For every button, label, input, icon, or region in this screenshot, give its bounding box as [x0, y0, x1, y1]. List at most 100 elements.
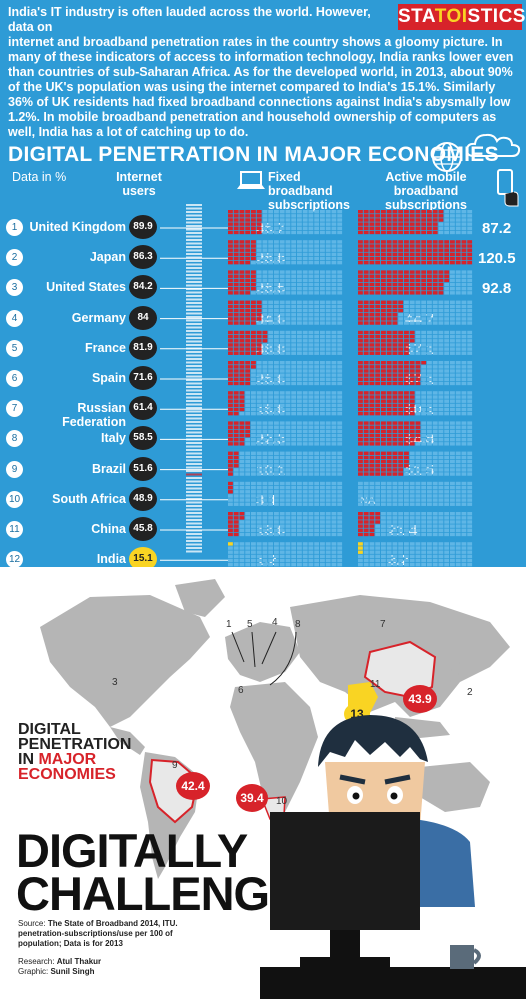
grid-cell-filled: [363, 520, 369, 524]
chart-panel: India's IT industry is often lauded acro…: [0, 0, 526, 572]
grid-cell-filled: [369, 395, 375, 399]
grid-cell-empty: [404, 554, 409, 559]
grid-cell-empty: [325, 260, 331, 265]
grid-cell-empty: [331, 270, 337, 274]
grid-cell-empty: [404, 542, 409, 546]
grid-cell-empty: [314, 313, 320, 317]
grid-cell-filled: [251, 313, 256, 317]
grid-cell-filled: [233, 317, 239, 321]
grid-cell-empty: [337, 291, 343, 295]
grid-cell-filled: [363, 334, 369, 339]
grid-cell-empty: [455, 438, 461, 442]
grid-cell-filled: [358, 520, 363, 524]
grid-cell-empty: [337, 403, 343, 408]
stack-bar: [186, 288, 202, 290]
grid-cell-empty: [427, 550, 432, 554]
chart-title: DIGITAL PENETRATION IN MAJOR ECONOMIES: [8, 143, 499, 166]
grid-cell-empty: [337, 490, 343, 494]
stack-bar: [186, 326, 202, 329]
grid-cell-filled: [245, 369, 251, 373]
grid-cell-empty: [467, 313, 473, 317]
grid-cell-filled: [392, 330, 398, 335]
grid-cell-filled: [392, 218, 398, 222]
grid-cell-filled: [450, 260, 455, 265]
grid-cell-empty: [409, 459, 415, 464]
grid-cell-filled: [415, 365, 421, 369]
grid-cell-empty: [467, 381, 473, 386]
logo-post: STICS: [467, 6, 526, 27]
grid-cell-empty: [409, 546, 415, 550]
grid-cell-empty: [421, 403, 427, 408]
grid-cell-empty: [256, 512, 262, 516]
grid-cell-empty: [450, 351, 455, 355]
grid-cell-empty: [409, 520, 415, 524]
grid-cell-empty: [268, 532, 274, 537]
grid-cell-empty: [438, 459, 444, 464]
grid-cell-empty: [427, 494, 432, 498]
grid-cell-empty: [314, 339, 320, 343]
grid-cell-empty: [337, 351, 343, 355]
grid-cell-empty: [409, 464, 415, 468]
stack-bar: [186, 274, 202, 276]
grid-cell-empty: [262, 502, 268, 506]
grid-cell-empty: [279, 542, 285, 546]
grid-cell-empty: [308, 421, 314, 425]
grid-cell-filled: [363, 308, 369, 313]
grid-cell-empty: [314, 407, 320, 412]
grid-cell-empty: [279, 240, 285, 244]
grid-cell-empty: [308, 282, 314, 287]
grid-cell-filled: [386, 282, 392, 287]
grid-cell-filled: [375, 429, 381, 434]
grid-cell-empty: [331, 381, 337, 386]
grid-cell-empty: [314, 334, 320, 339]
grid-cell-filled: [381, 287, 386, 291]
grid-cell-empty: [297, 502, 302, 506]
grid-cell-empty: [314, 365, 320, 369]
grid-cell-empty: [251, 391, 256, 395]
grid-cell-filled: [415, 240, 421, 244]
grid-cell-filled: [363, 361, 369, 365]
grid-cell-empty: [450, 528, 455, 532]
bar-grid: [228, 210, 343, 235]
grid-cell-empty: [268, 481, 274, 486]
grid-cell-empty: [337, 516, 343, 520]
grid-cell-empty: [291, 343, 297, 347]
grid-cell-filled: [427, 218, 432, 222]
grid-cell-filled: [363, 210, 369, 214]
grid-cell-empty: [297, 377, 302, 381]
stack-bar: [186, 410, 202, 413]
grid-cell-filled: [363, 222, 369, 226]
grid-cell-empty: [262, 381, 268, 386]
grid-cell-empty: [415, 330, 421, 335]
grid-cell-empty: [308, 373, 314, 377]
grid-cell-filled: [398, 291, 404, 295]
grid-cell-empty: [279, 464, 285, 468]
stack-bar: [186, 519, 202, 521]
grid-cell-empty: [291, 321, 297, 325]
grid-cell-empty: [467, 395, 473, 399]
grid-cell-empty: [432, 351, 438, 355]
grid-cell-empty: [392, 516, 398, 520]
grid-cell-empty: [461, 291, 467, 295]
grid-cell-empty: [369, 558, 375, 563]
grid-cell-empty: [320, 282, 325, 287]
grid-cell-filled: [228, 472, 233, 476]
grid-cell-empty: [337, 455, 343, 460]
grid-cell-filled: [404, 399, 409, 403]
grid-cell-empty: [291, 442, 297, 446]
grid-cell-filled: [363, 381, 369, 386]
grid-cell-empty: [274, 516, 279, 520]
grid-cell-empty: [302, 343, 308, 347]
grid-cell-empty: [467, 222, 473, 226]
grid-cell-empty: [386, 524, 392, 528]
grid-cell-empty: [421, 381, 427, 386]
grid-cell-empty: [274, 381, 279, 386]
grid-cell-empty: [432, 334, 438, 339]
grid-cell-empty: [415, 304, 421, 309]
grid-cell-empty: [251, 524, 256, 528]
grid-cell-empty: [320, 218, 325, 222]
grid-cell-filled: [432, 252, 438, 257]
grid-cell-empty: [415, 347, 421, 351]
grid-cell-empty: [302, 481, 308, 486]
grid-cell-filled: [375, 361, 381, 365]
